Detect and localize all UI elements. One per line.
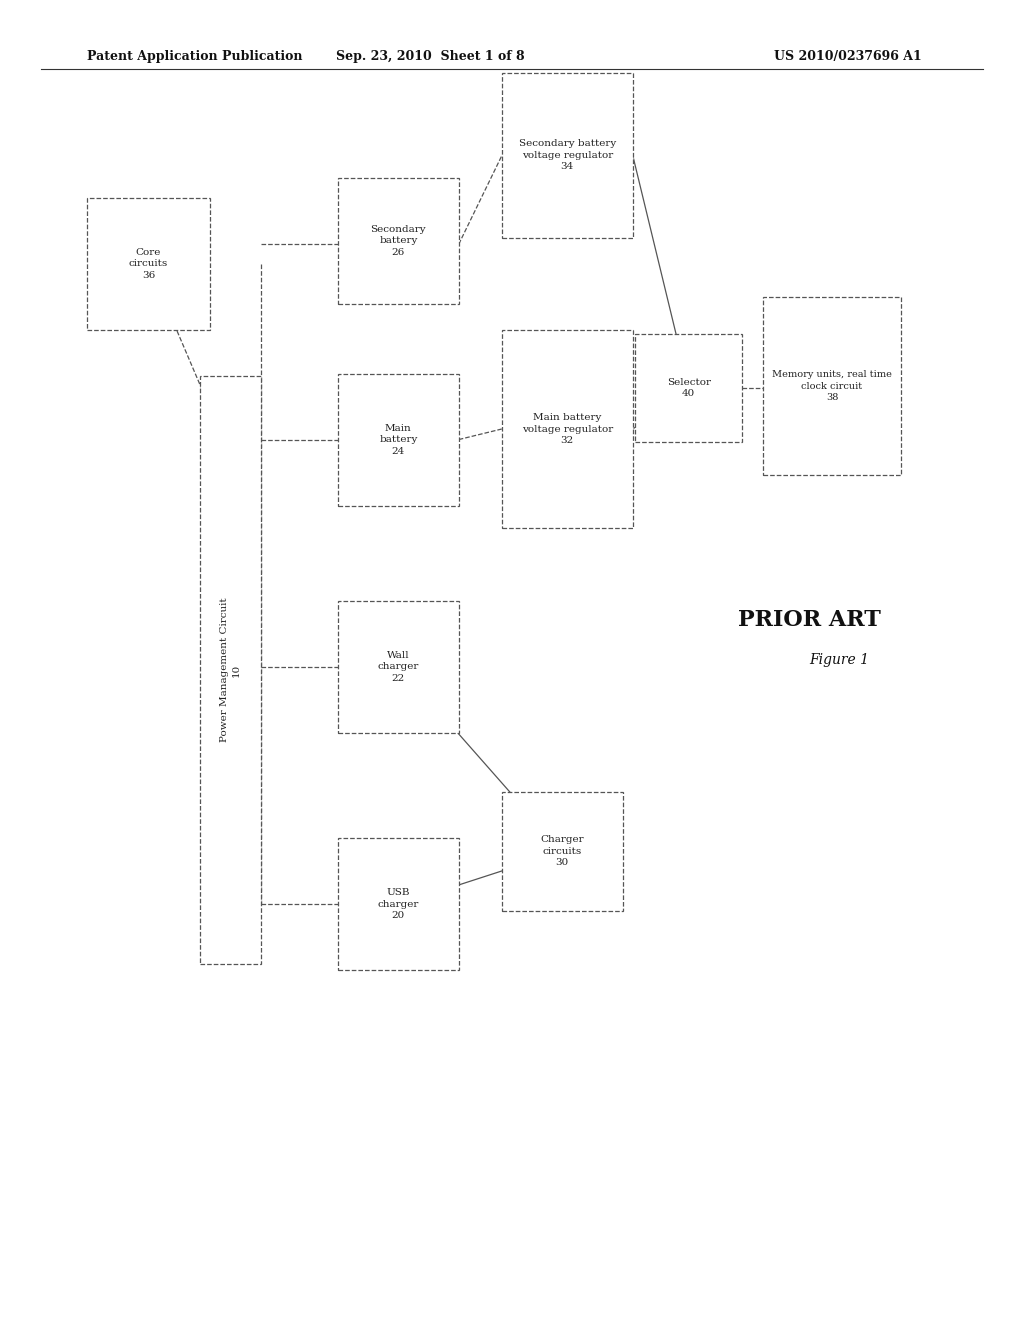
Bar <box>338 838 459 970</box>
Bar <box>338 601 459 733</box>
Bar <box>200 376 261 964</box>
Bar <box>502 792 623 911</box>
Text: USB
charger
20: USB charger 20 <box>378 888 419 920</box>
Text: Selector
40: Selector 40 <box>667 378 711 399</box>
Text: Wall
charger
22: Wall charger 22 <box>378 651 419 682</box>
Text: Core
circuits
36: Core circuits 36 <box>129 248 168 280</box>
Text: PRIOR ART: PRIOR ART <box>737 610 881 631</box>
Text: Power Management Circuit
10: Power Management Circuit 10 <box>220 598 241 742</box>
Bar <box>338 374 459 506</box>
Bar <box>502 330 633 528</box>
Bar <box>87 198 210 330</box>
Bar <box>763 297 901 475</box>
Text: Main
battery
24: Main battery 24 <box>379 424 418 455</box>
Text: Secondary
battery
26: Secondary battery 26 <box>371 224 426 257</box>
Text: Secondary battery
voltage regulator
34: Secondary battery voltage regulator 34 <box>519 139 615 172</box>
Bar <box>635 334 742 442</box>
Text: Sep. 23, 2010  Sheet 1 of 8: Sep. 23, 2010 Sheet 1 of 8 <box>336 50 524 63</box>
Text: Figure 1: Figure 1 <box>810 653 869 667</box>
Bar <box>338 178 459 304</box>
Text: Main battery
voltage regulator
32: Main battery voltage regulator 32 <box>521 413 613 445</box>
Bar <box>502 73 633 238</box>
Text: Patent Application Publication: Patent Application Publication <box>87 50 302 63</box>
Text: Memory units, real time
clock circuit
38: Memory units, real time clock circuit 38 <box>772 370 892 403</box>
Text: US 2010/0237696 A1: US 2010/0237696 A1 <box>774 50 922 63</box>
Text: Charger
circuits
30: Charger circuits 30 <box>541 836 584 867</box>
